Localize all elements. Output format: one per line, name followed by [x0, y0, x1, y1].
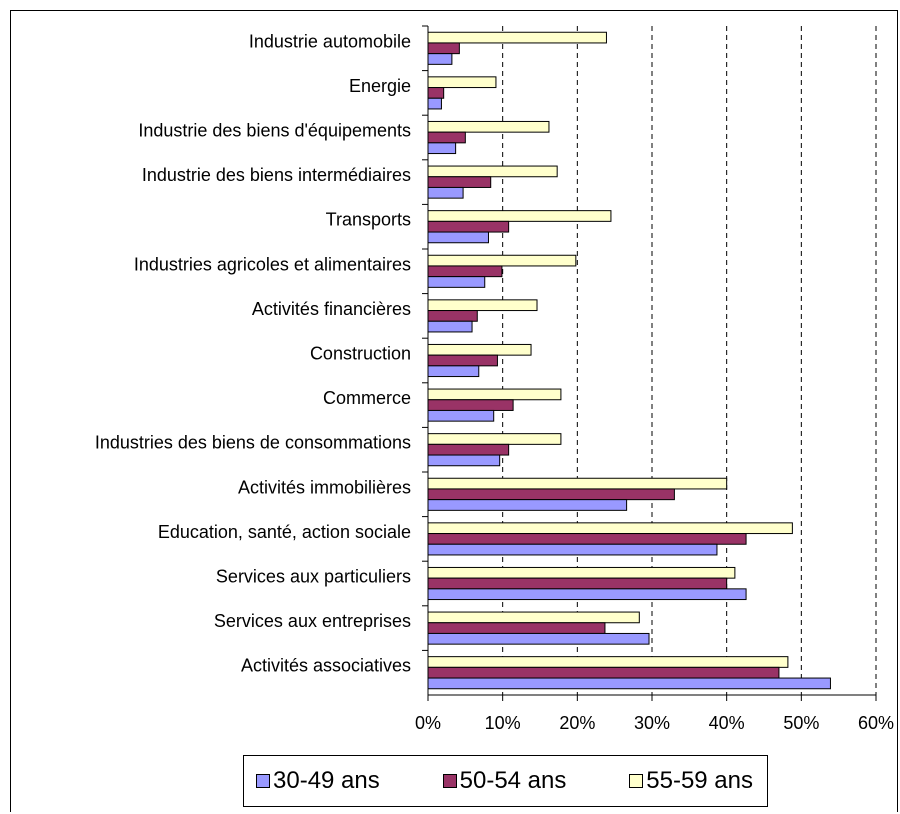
bar-50-54-ans	[427, 622, 606, 634]
x-tick-label: 60%	[858, 713, 894, 733]
bar-55-59-ans	[427, 433, 562, 445]
bar-50-54-ans	[427, 488, 675, 501]
bar-55-59-ans	[427, 477, 728, 490]
bar-50-54-ans	[427, 87, 445, 99]
category-label: Activités associatives	[241, 656, 411, 676]
bar-55-59-ans	[427, 343, 532, 356]
category-label: Activités immobilières	[238, 477, 411, 497]
bar-55-59-ans	[427, 76, 497, 89]
category-label: Construction	[310, 344, 411, 364]
bar-55-59-ans	[427, 31, 607, 44]
bar-30-49-ans	[427, 677, 831, 690]
bar-50-54-ans	[427, 354, 498, 367]
x-tick-label: 20%	[559, 713, 595, 733]
bars	[427, 31, 831, 690]
bar-50-54-ans	[427, 577, 728, 590]
category-label: Industries des biens de consommations	[95, 433, 411, 453]
bar-55-59-ans	[427, 210, 612, 222]
legend-label-30-49: 30-49 ans	[273, 767, 380, 794]
bar-50-54-ans	[427, 265, 503, 278]
bar-50-54-ans	[427, 533, 747, 545]
bar-30-49-ans	[427, 499, 628, 511]
legend-swatch-50-54	[442, 774, 457, 788]
bar-30-49-ans	[427, 365, 480, 378]
bar-55-59-ans	[427, 120, 550, 133]
bar-30-49-ans	[427, 454, 501, 467]
bar-30-49-ans	[427, 231, 489, 244]
bar-55-59-ans	[427, 165, 558, 178]
legend: 30-49 ans 50-54 ans 55-59 ans	[243, 755, 768, 807]
category-label: Industrie des biens intermédiaires	[142, 165, 411, 185]
bar-30-49-ans	[427, 142, 457, 155]
category-label: Commerce	[323, 388, 411, 408]
category-label: Transports	[326, 210, 411, 230]
gridlines	[502, 26, 877, 695]
category-label: Services aux entreprises	[214, 611, 411, 631]
bar-55-59-ans	[427, 254, 577, 267]
bar-55-59-ans	[427, 611, 640, 624]
bar-55-59-ans	[427, 566, 736, 579]
bar-chart: Industrie automobile Energie Industrie des…	[95, 25, 894, 733]
bar-30-49-ans	[427, 276, 486, 288]
legend-item-50-54: 50-54 ans	[442, 767, 567, 795]
bar-30-49-ans	[427, 409, 495, 422]
bar-55-59-ans	[427, 388, 562, 401]
legend-label-55-59: 55-59 ans	[646, 767, 753, 794]
bar-55-59-ans	[427, 522, 793, 535]
bar-30-49-ans	[427, 320, 473, 333]
axes	[422, 25, 877, 701]
bar-30-49-ans	[427, 186, 464, 199]
category-label: Industries agricoles et alimentaires	[134, 254, 411, 274]
bar-55-59-ans	[427, 656, 789, 668]
legend-label-50-54: 50-54 ans	[459, 767, 567, 794]
x-tick-label: 0%	[415, 713, 441, 733]
bar-50-54-ans	[427, 666, 780, 679]
bar-50-54-ans	[427, 176, 492, 188]
x-tick-labels: 0% 10% 20% 30% 40% 50% 60%	[415, 713, 894, 733]
bar-50-54-ans	[427, 399, 514, 411]
category-labels: Industrie automobile Energie Industrie des…	[95, 31, 411, 675]
legend-swatch-55-59	[629, 774, 644, 788]
bar-30-49-ans	[427, 543, 718, 556]
category-label: Education, santé, action sociale	[158, 522, 411, 542]
x-tick-label: 40%	[709, 713, 745, 733]
x-tick-label: 50%	[783, 713, 819, 733]
bar-50-54-ans	[427, 310, 478, 322]
bar-50-54-ans	[427, 131, 466, 144]
x-tick-label: 30%	[634, 713, 670, 733]
bar-30-49-ans	[427, 588, 747, 601]
category-label: Services aux particuliers	[216, 567, 411, 587]
category-label: Industrie automobile	[249, 31, 411, 51]
legend-item-30-49: 30-49 ans	[256, 767, 380, 795]
legend-item-55-59: 55-59 ans	[629, 767, 753, 795]
bar-50-54-ans	[427, 443, 510, 456]
bar-30-49-ans	[427, 97, 442, 110]
legend-swatch-30-49	[256, 774, 270, 788]
bar-30-49-ans	[427, 53, 453, 65]
bar-50-54-ans	[427, 42, 460, 55]
bar-50-54-ans	[427, 220, 510, 233]
bar-55-59-ans	[427, 299, 538, 312]
category-label: Energie	[349, 76, 411, 96]
bar-30-49-ans	[427, 632, 650, 645]
x-tick-label: 10%	[485, 713, 521, 733]
category-label: Activités financières	[252, 299, 411, 319]
category-label: Industrie des biens d'équipements	[138, 121, 411, 141]
